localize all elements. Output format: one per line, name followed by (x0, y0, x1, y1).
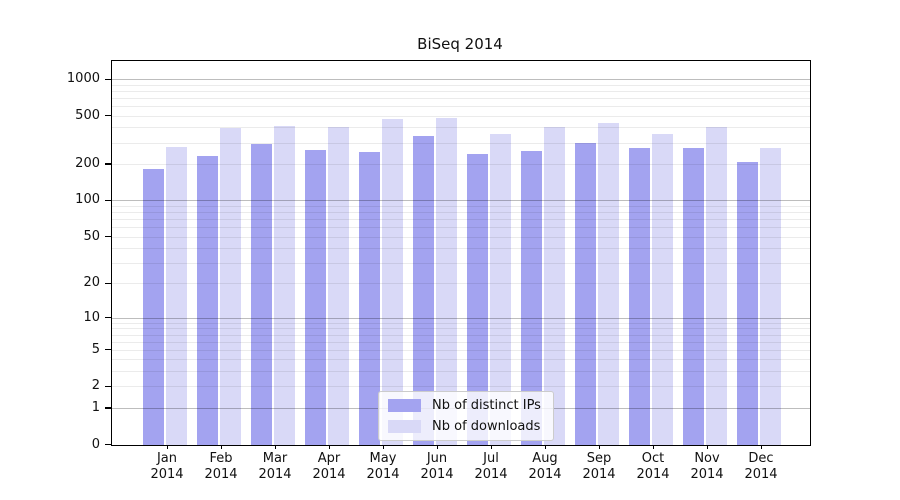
plot-area (111, 60, 811, 446)
bar-ips-dec (737, 161, 758, 445)
x-tick-mark (220, 445, 222, 449)
x-tick-label: Sep 2014 (582, 451, 616, 482)
y-tick-mark (105, 236, 111, 238)
y-tick-mark (105, 282, 111, 285)
y-tick-mark (105, 407, 111, 409)
x-tick-label: Oct 2014 (636, 451, 670, 482)
legend-swatch-downloads (388, 420, 421, 433)
bar-downloads-dec (760, 147, 781, 445)
legend-item-distinct-ips: Nb of distinct IPs (388, 398, 541, 413)
y-tick-label: 100 (75, 192, 100, 208)
bar-downloads-nov (706, 127, 727, 445)
bar-ips-sep (575, 143, 596, 445)
x-tick-mark (436, 445, 438, 449)
bar-ips-feb (197, 155, 218, 445)
legend-swatch-distinct-ips (388, 399, 421, 412)
legend-label-distinct-ips: Nb of distinct IPs (432, 398, 541, 413)
y-tick-mark (105, 199, 111, 202)
bar-ips-jan (143, 168, 164, 445)
chart-title: BiSeq 2014 (417, 35, 503, 53)
y-tick-mark (105, 317, 111, 319)
bar-ips-oct (629, 147, 650, 445)
x-tick-mark (544, 445, 546, 449)
bar-ips-jul (467, 153, 488, 445)
x-tick-mark (166, 445, 168, 449)
bar-downloads-apr (328, 126, 349, 445)
x-tick-label: Dec 2014 (744, 451, 778, 482)
bar-downloads-aug (544, 126, 565, 445)
y-tick-mark (105, 115, 111, 117)
x-tick-mark (382, 445, 384, 449)
y-tick-label: 1 (91, 399, 100, 415)
y-tick-mark (105, 385, 111, 388)
bar-ips-jun (413, 136, 434, 445)
x-tick-mark (652, 445, 654, 449)
bar-downloads-feb (220, 127, 241, 445)
bar-downloads-oct (652, 133, 673, 445)
bar-downloads-jan (166, 146, 187, 445)
x-tick-label: Jun 2014 (420, 451, 454, 482)
y-tick-label: 200 (75, 155, 100, 171)
bar-downloads-jun (436, 118, 457, 445)
minor-gridline (112, 115, 810, 117)
y-tick-label: 2 (91, 378, 100, 394)
x-tick-label: Jan 2014 (150, 451, 184, 482)
bar-downloads-mar (274, 125, 295, 445)
y-tick-mark (105, 349, 111, 351)
bar-downloads-sep (598, 122, 619, 445)
bar-ips-aug (521, 150, 542, 445)
legend-label-downloads: Nb of downloads (432, 419, 541, 434)
major-gridline (112, 79, 810, 81)
x-tick-label: Mar 2014 (258, 451, 292, 482)
y-tick-mark (105, 444, 111, 446)
y-tick-label: 0 (91, 436, 100, 452)
x-tick-label: Nov 2014 (690, 451, 724, 482)
bar-ips-apr (305, 149, 326, 445)
minor-gridline (112, 97, 810, 99)
x-tick-label: Jul 2014 (474, 451, 508, 482)
x-tick-label: Aug 2014 (528, 451, 562, 482)
y-tick-mark (105, 163, 111, 165)
y-tick-label: 5 (91, 341, 100, 357)
bar-ips-mar (251, 144, 272, 445)
bar-ips-nov (683, 147, 704, 445)
x-tick-mark (490, 445, 492, 449)
minor-gridline (112, 106, 810, 108)
x-tick-mark (706, 445, 708, 449)
y-tick-label: 10 (83, 309, 100, 325)
y-tick-mark (105, 78, 111, 80)
bar-ips-may (359, 151, 380, 445)
y-tick-label: 20 (83, 275, 100, 291)
bar-downloads-may (382, 118, 403, 445)
x-tick-mark (598, 445, 600, 449)
y-tick-label: 50 (83, 228, 100, 244)
minor-gridline (112, 84, 810, 86)
x-tick-mark (328, 445, 330, 449)
legend-item-downloads: Nb of downloads (388, 419, 541, 434)
legend: Nb of distinct IPs Nb of downloads (378, 391, 554, 441)
minor-gridline (112, 90, 810, 92)
x-tick-label: Feb 2014 (204, 451, 238, 482)
y-tick-label: 1000 (66, 71, 100, 87)
x-tick-label: Apr 2014 (312, 451, 346, 482)
y-tick-label: 500 (75, 107, 100, 123)
x-tick-label: May 2014 (366, 451, 400, 482)
bar-downloads-jul (490, 134, 511, 445)
x-tick-mark (274, 445, 276, 449)
x-tick-mark (760, 445, 762, 449)
